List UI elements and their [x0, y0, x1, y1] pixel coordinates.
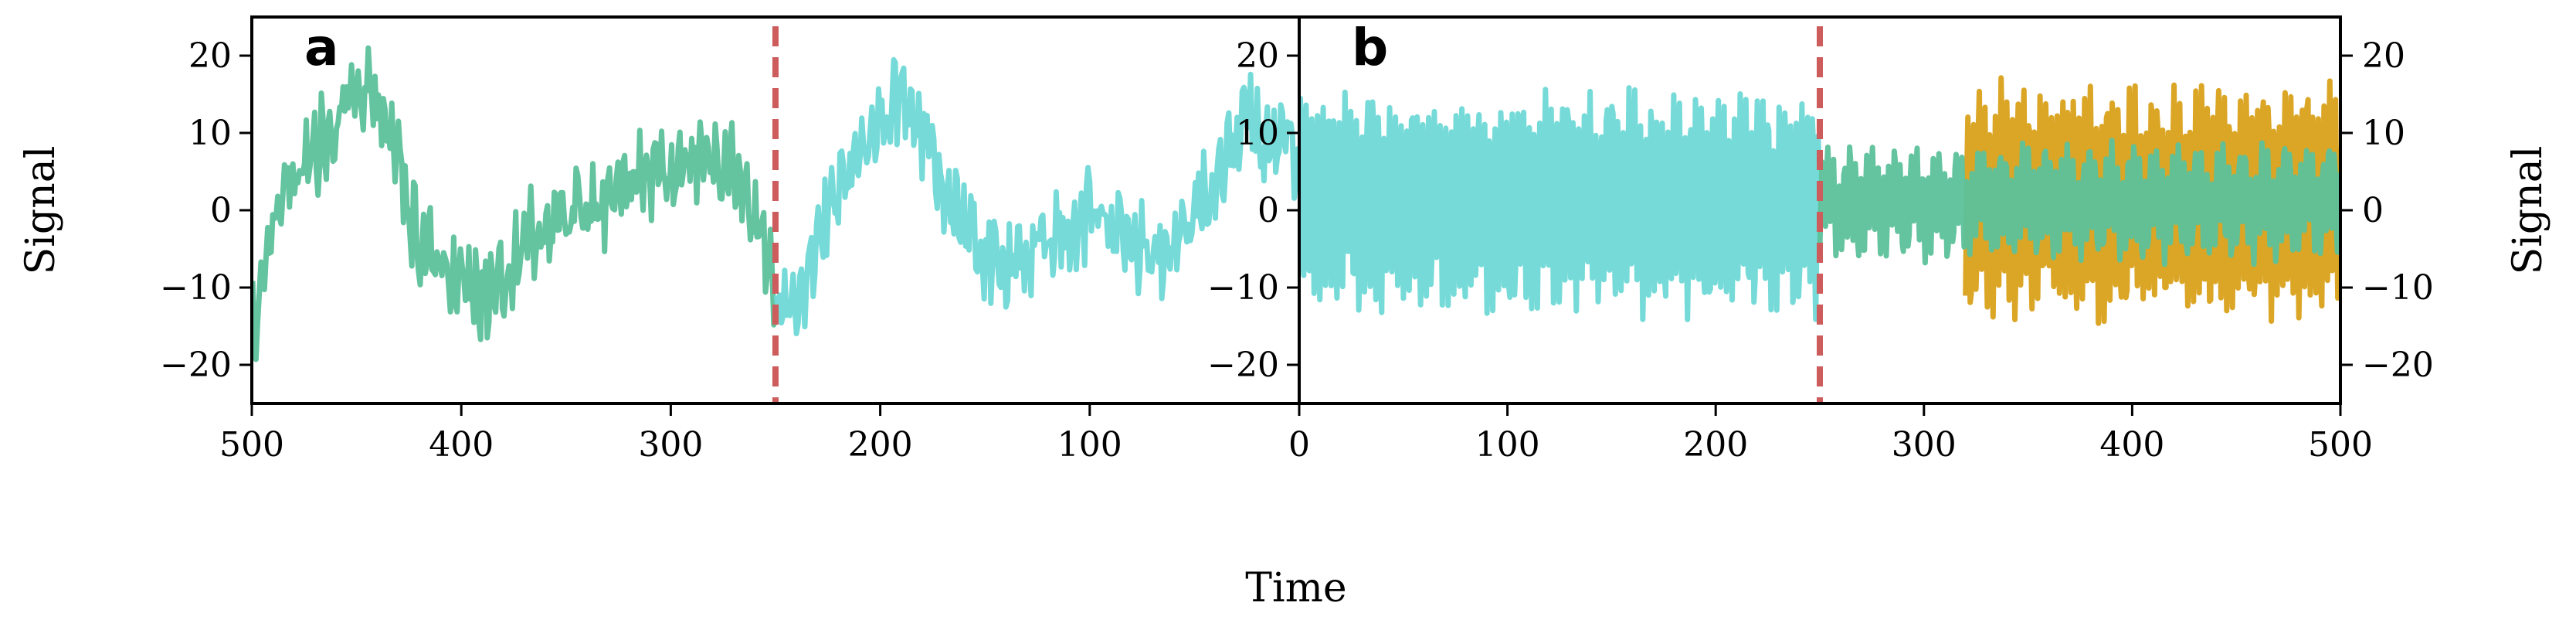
y-tick-label-left: 0 — [210, 191, 232, 230]
plot-area-b — [1299, 26, 2340, 403]
y-tick-label-left: 10 — [188, 114, 232, 153]
x-tick-label: 100 — [1057, 425, 1122, 465]
x-tick-label: 200 — [848, 425, 913, 465]
y-tick-label-right: −20 — [2362, 346, 2434, 385]
y-tick-label-mid: 0 — [1257, 191, 1279, 230]
x-tick-label: 100 — [1475, 425, 1540, 465]
x-tick-label: 300 — [638, 425, 703, 465]
panel-label-a: a — [304, 18, 339, 77]
y-tick-label-right: 10 — [2362, 114, 2405, 153]
y-tick-label-left: −20 — [160, 346, 232, 385]
x-tick-label: 500 — [219, 425, 284, 465]
y-axis-label-right: Signal — [2505, 146, 2551, 275]
y-tick-label-mid: 20 — [1236, 36, 1279, 76]
x-tick-label: 500 — [2308, 425, 2373, 465]
y-tick-label-right: −10 — [2362, 268, 2434, 308]
panel-label-b: b — [1352, 18, 1388, 77]
x-tick-label: 200 — [1683, 425, 1748, 465]
y-tick-label-mid: 10 — [1236, 114, 1279, 153]
series-line-a-green — [252, 45, 779, 363]
panel-b: 100 200 300 400 500 −20 −20 −10 −10 0 0 10 10 20 20 b — [1207, 15, 2434, 465]
y-tick-label-mid: −10 — [1207, 268, 1279, 308]
x-tick-label: 0 — [1288, 425, 1310, 465]
plot-area-a — [252, 26, 1299, 403]
x-axis-label: Time — [1245, 565, 1346, 611]
y-tick-label-left: 20 — [188, 36, 232, 76]
series-line-b-green — [1817, 138, 2340, 267]
y-axis-label-left: Signal — [18, 146, 64, 275]
y-tick-label-left: −10 — [160, 268, 232, 308]
x-tick-label: 400 — [2099, 425, 2164, 465]
y-tick-label-mid: −20 — [1207, 346, 1279, 385]
x-tick-label: 400 — [429, 425, 494, 465]
y-tick-label-right: 20 — [2362, 36, 2405, 76]
y-tick-label-right: 0 — [2362, 191, 2384, 230]
series-line-b-cyan — [1299, 85, 1822, 322]
series-line-a-cyan — [773, 56, 1299, 336]
x-tick-label: 300 — [1892, 425, 1957, 465]
